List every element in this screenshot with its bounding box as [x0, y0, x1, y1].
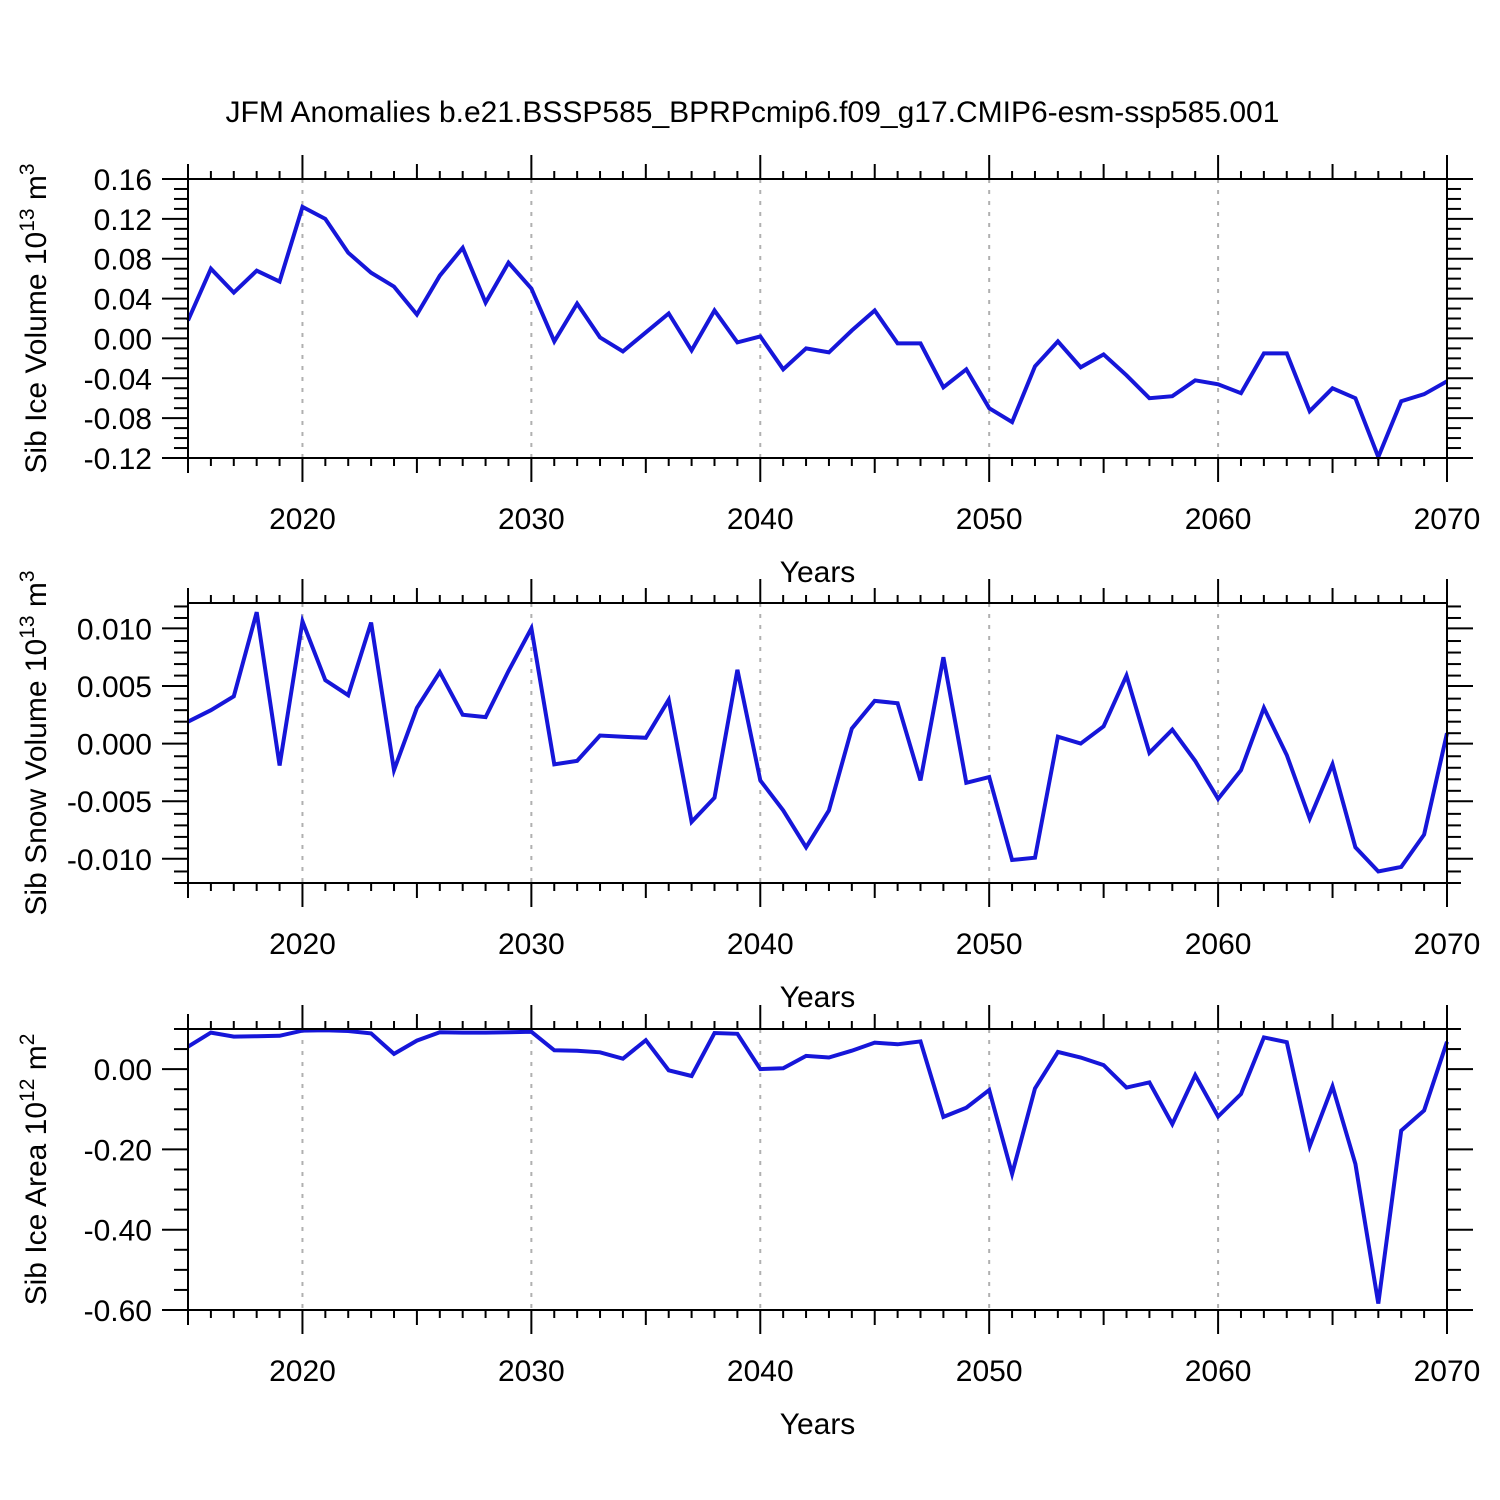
- y-tick-label: 0.08: [94, 244, 152, 277]
- y-tick-label: -0.20: [84, 1134, 152, 1167]
- y-tick-label: 0.04: [94, 284, 152, 317]
- panel-sib-snow-volume: 0.010 0.005 0.000 -0.005 -0.010 2020 2030 2040 2…: [16, 570, 1480, 1014]
- y-tick-label: 0.005: [77, 671, 152, 704]
- x-tick-label: 2030: [498, 1355, 565, 1388]
- x-tick-label: 2020: [269, 503, 336, 536]
- x-axis-title: Years: [780, 556, 856, 589]
- plot-border: [187, 602, 1448, 884]
- plot-border: [187, 178, 1448, 459]
- x-tick-label: 2070: [1414, 1355, 1481, 1388]
- y-tick-label: 0.16: [94, 164, 152, 197]
- y-tick-label: -0.12: [84, 443, 152, 476]
- data-line: [187, 611, 1449, 874]
- y-tick-label: -0.60: [84, 1295, 152, 1328]
- x-tick-label: 2050: [956, 503, 1023, 536]
- data-line: [186, 1028, 1449, 1304]
- y-tick-label: -0.005: [67, 786, 152, 819]
- x-tick-label: 2040: [727, 503, 794, 536]
- chart-title: JFM Anomalies b.e21.BSSP585_BPRPcmip6.f0…: [225, 96, 1280, 129]
- x-tick-label: 2040: [727, 928, 794, 961]
- y-tick-label: 0.00: [94, 1054, 152, 1087]
- y-tick-label: -0.04: [84, 363, 152, 396]
- x-tick-label: 2020: [269, 928, 336, 961]
- x-tick-label: 2060: [1185, 1355, 1252, 1388]
- x-axis-title: Years: [780, 1408, 856, 1441]
- x-tick-label: 2040: [727, 1355, 794, 1388]
- x-tick-label: 2050: [956, 1355, 1023, 1388]
- y-tick-label: -0.08: [84, 403, 152, 436]
- x-tick-label: 2030: [498, 928, 565, 961]
- x-tick-label: 2060: [1185, 503, 1252, 536]
- x-tick-label: 2050: [956, 928, 1023, 961]
- y-tick-label: 0.010: [77, 613, 152, 646]
- panel-sib-ice-area: 0.00 -0.20 -0.40 -0.60 2020 2030 2040 2050 2060 2…: [16, 1005, 1480, 1441]
- x-tick-label: 2020: [269, 1355, 336, 1388]
- y-axis-title: Sib Ice Area 1012 m2: [16, 1034, 53, 1306]
- y-tick-label: 0.12: [94, 204, 152, 237]
- data-line: [186, 204, 1448, 463]
- y-tick-label: -0.010: [67, 844, 152, 877]
- y-tick-label: 0.00: [94, 323, 152, 356]
- x-axis-title: Years: [780, 981, 856, 1014]
- x-tick-label: 2070: [1414, 503, 1481, 536]
- x-tick-label: 2060: [1185, 928, 1252, 961]
- y-tick-label: 0.000: [77, 729, 152, 762]
- panel-sib-ice-volume: 0.16 0.12 0.08 0.04 0.00 -0.04 -0.08 -0.12 2020 2…: [16, 155, 1480, 589]
- y-axis-title: Sib Snow Volume 1013 m3: [16, 570, 53, 915]
- x-tick-label: 2030: [498, 503, 565, 536]
- y-axis-title: Sib Ice Volume 1013 m3: [16, 163, 53, 473]
- x-tick-label: 2070: [1414, 928, 1481, 961]
- y-tick-label: -0.40: [84, 1215, 152, 1248]
- plot-border: [187, 1028, 1448, 1311]
